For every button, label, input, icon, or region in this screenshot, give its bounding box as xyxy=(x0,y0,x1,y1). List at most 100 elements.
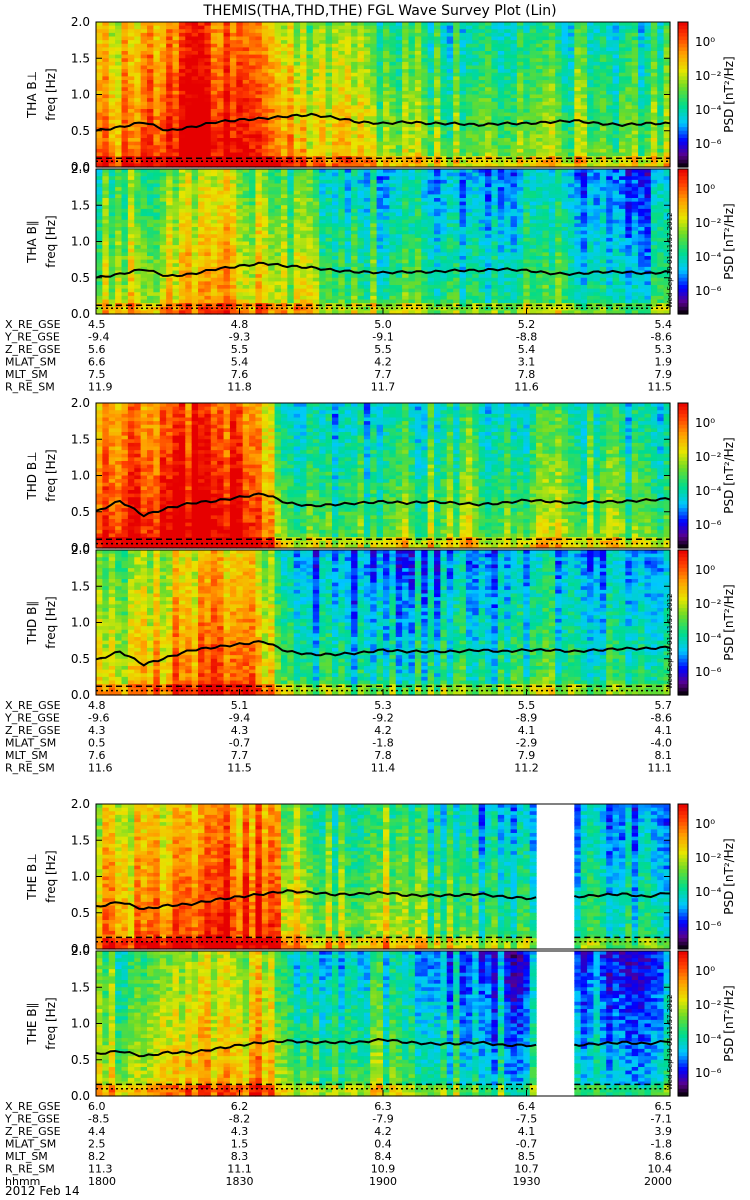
spectrogram-cell xyxy=(179,153,186,157)
spectrogram-cell xyxy=(287,47,294,51)
spectrogram-cell xyxy=(173,26,180,30)
spectrogram-cell xyxy=(402,153,409,157)
spectrogram-cell xyxy=(224,124,231,128)
spectrogram-cell xyxy=(109,105,116,109)
spectrogram-cell xyxy=(294,131,301,135)
spectrogram-cell xyxy=(102,95,109,99)
spectrogram-cell xyxy=(466,153,473,157)
spectrogram-cell xyxy=(460,138,467,142)
spectrogram-cell xyxy=(326,149,333,153)
spectrogram-cell xyxy=(434,44,441,48)
spectrogram-cell xyxy=(332,26,339,30)
spectrogram-cell xyxy=(511,40,518,44)
spectrogram-cell xyxy=(153,109,160,113)
spectrogram-cell xyxy=(377,116,384,120)
spectrogram-cell xyxy=(281,47,288,51)
spectrogram-cell xyxy=(460,84,467,88)
spectrogram-cell xyxy=(453,149,460,153)
figure-title: THEMIS(THA,THD,THE) FGL Wave Survey Plot… xyxy=(202,3,556,19)
spectrogram-cell xyxy=(96,113,103,117)
spectrogram-cell xyxy=(192,138,199,142)
spectrogram-cell xyxy=(479,37,486,41)
spectrogram-cell xyxy=(160,91,167,95)
spectrogram-cell xyxy=(332,29,339,33)
spectrogram-cell xyxy=(491,66,498,70)
spectrogram-cell xyxy=(313,145,320,149)
spectrogram-cell xyxy=(141,47,148,51)
spectrogram-cell xyxy=(217,47,224,51)
spectrogram-cell xyxy=(173,69,180,73)
spectrogram-cell xyxy=(409,109,416,113)
spectrogram-cell xyxy=(147,113,154,117)
spectrogram-cell xyxy=(357,145,364,149)
spectrogram-cell xyxy=(185,26,192,30)
spectrogram-cell xyxy=(243,138,250,142)
spectrogram-cell xyxy=(402,73,409,77)
spectrogram-cell xyxy=(447,98,454,102)
spectrogram-cell xyxy=(364,109,371,113)
spectrogram-cell xyxy=(122,113,129,117)
spectrogram-cell xyxy=(166,55,173,59)
spectrogram-cell xyxy=(268,66,275,70)
spectrogram-cell xyxy=(249,80,256,84)
spectrogram-cell xyxy=(153,55,160,59)
spectrogram-cell xyxy=(402,47,409,51)
spectrogram-cell xyxy=(128,91,135,95)
spectrogram-cell xyxy=(345,127,352,131)
spectrogram-cell xyxy=(402,91,409,95)
spectrogram-cell xyxy=(255,131,262,135)
spectrogram-cell xyxy=(255,47,262,51)
spectrogram-cell xyxy=(185,47,192,51)
spectrogram-cell xyxy=(530,145,537,149)
spectrogram-cell xyxy=(147,62,154,66)
spectrogram-cell xyxy=(396,40,403,44)
spectrogram-cell xyxy=(409,105,416,109)
spectrogram-cell xyxy=(472,109,479,113)
spectrogram-cell xyxy=(96,51,103,55)
spectrogram-cell xyxy=(479,149,486,153)
spectrogram-cell xyxy=(319,66,326,70)
spectrogram-cell xyxy=(326,131,333,135)
spectrogram-cell xyxy=(485,58,492,62)
spectrogram-cell xyxy=(275,131,282,135)
spectrogram-cell xyxy=(166,84,173,88)
spectrogram-cell xyxy=(275,69,282,73)
spectrogram-cell xyxy=(491,138,498,142)
spectrogram-cell xyxy=(236,44,243,48)
spectrogram-cell xyxy=(128,142,135,146)
spectrogram-cell xyxy=(147,127,154,131)
spectrogram-cell xyxy=(198,58,205,62)
spectrogram-cell xyxy=(294,105,301,109)
spectrogram-cell xyxy=(198,47,205,51)
spectrogram-cell xyxy=(173,33,180,37)
spectrogram-cell xyxy=(204,131,211,135)
spectrogram-cell xyxy=(166,145,173,149)
spectrogram-cell xyxy=(364,98,371,102)
spectrogram-cell xyxy=(166,33,173,37)
spectrogram-cell xyxy=(287,134,294,138)
spectrogram-cell xyxy=(517,113,524,117)
spectrogram-cell xyxy=(96,76,103,80)
spectrogram-cell xyxy=(236,51,243,55)
spectrogram-cell xyxy=(440,145,447,149)
spectrogram-cell xyxy=(351,29,358,33)
spectrogram-cell xyxy=(517,91,524,95)
spectrogram-cell xyxy=(332,66,339,70)
spectrogram-cell xyxy=(198,142,205,146)
spectrogram-cell xyxy=(415,76,422,80)
spectrogram-cell xyxy=(434,29,441,33)
spectrogram-cell xyxy=(224,69,231,73)
spectrogram-cell xyxy=(440,113,447,117)
spectrogram-cell xyxy=(243,69,250,73)
spectrogram-cell xyxy=(166,47,173,51)
spectrogram-cell xyxy=(326,127,333,131)
spectrogram-cell xyxy=(134,124,141,128)
spectrogram-cell xyxy=(204,69,211,73)
spectrogram-cell xyxy=(396,33,403,37)
spectrogram-cell xyxy=(217,22,224,26)
spectrogram-cell xyxy=(262,138,269,142)
spectrogram-cell xyxy=(498,116,505,120)
spectrogram-cell xyxy=(211,69,218,73)
spectrogram-cell xyxy=(338,98,345,102)
spectrogram-cell xyxy=(313,105,320,109)
